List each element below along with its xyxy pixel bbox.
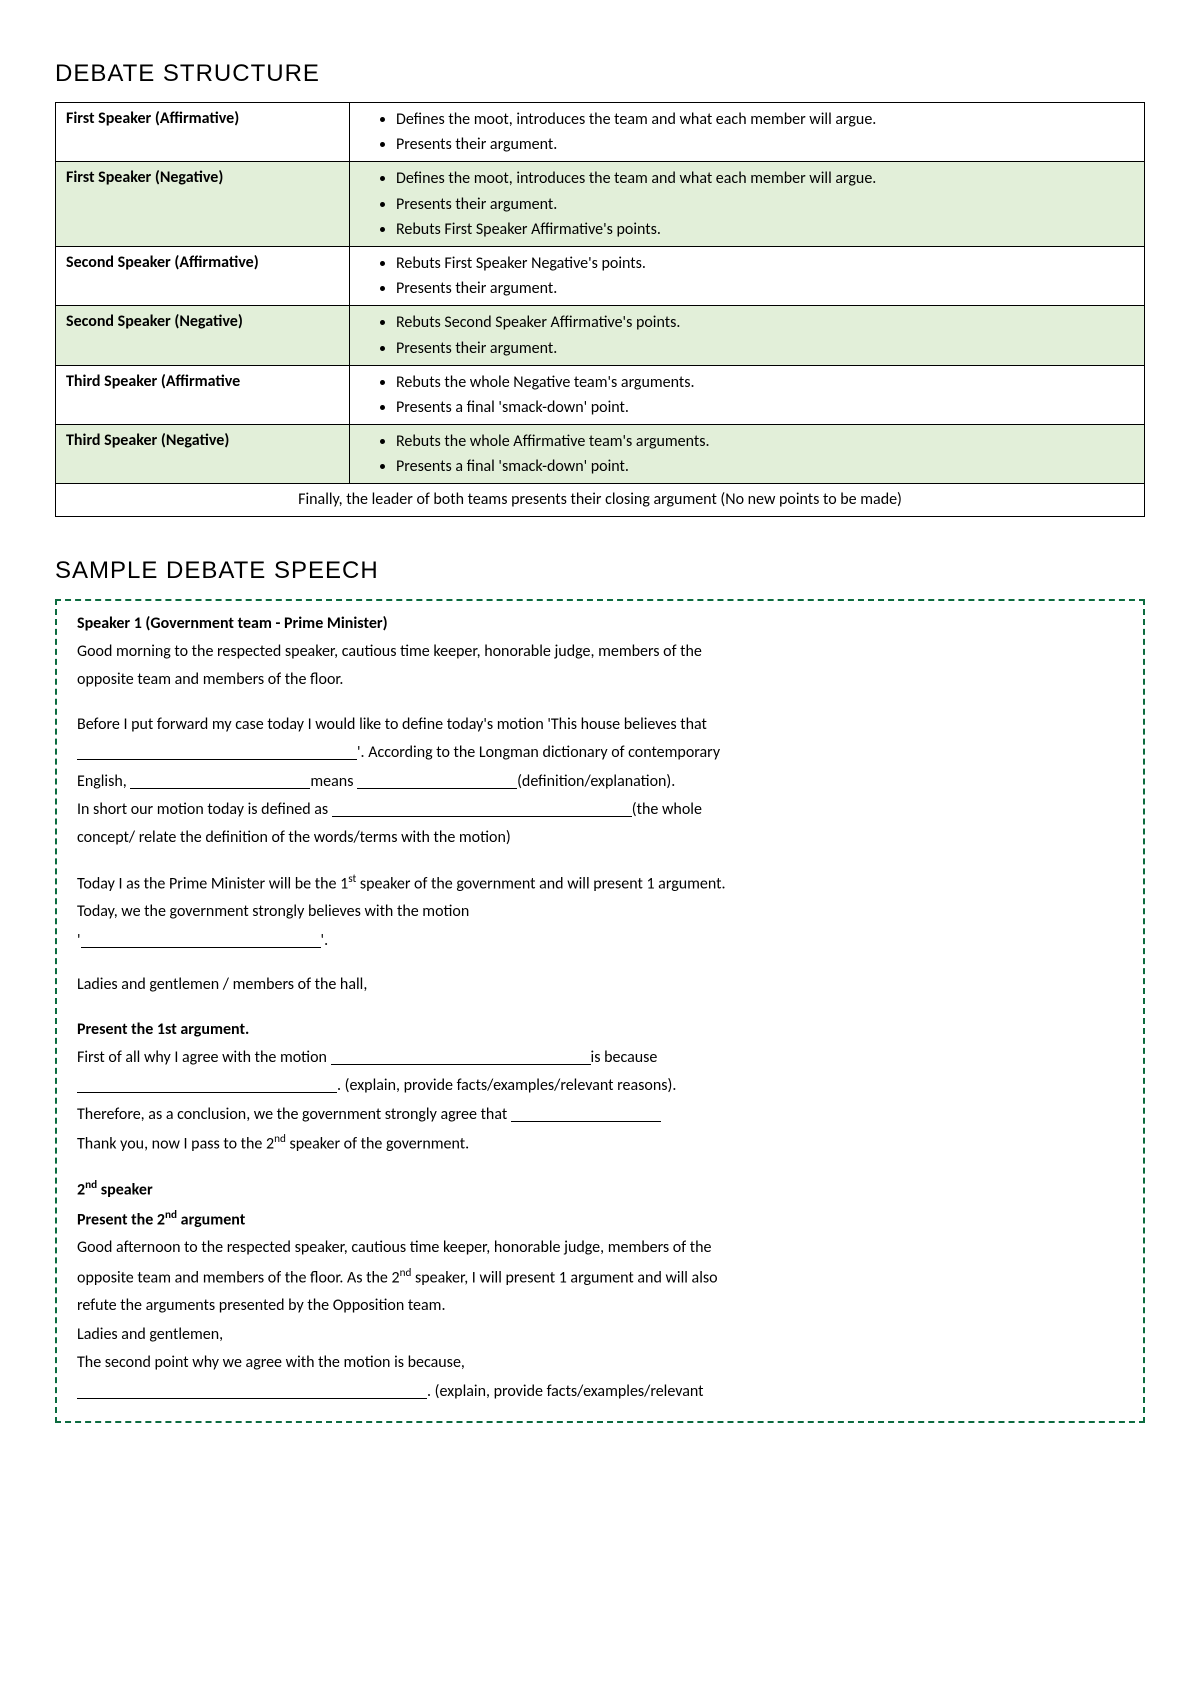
speech-line: Good morning to the respected speaker, c… <box>77 639 1123 665</box>
point-item: Rebuts Second Speaker Affirmative's poin… <box>396 310 1134 335</box>
blank <box>81 932 321 948</box>
points-cell: Rebuts the whole Negative team's argumen… <box>350 365 1145 424</box>
points-cell: Rebuts the whole Affirmative team's argu… <box>350 425 1145 484</box>
point-item: Presents a final 'smack-down' point. <box>396 395 1134 420</box>
point-item: Presents their argument. <box>396 192 1134 217</box>
speech-line: Therefore, as a conclusion, we the gover… <box>77 1102 1123 1128</box>
speaker2-title: 2nd speaker <box>77 1176 1123 1204</box>
heading-sample-speech: Sample Debate Speech <box>55 557 1145 585</box>
speech-line: opposite team and members of the floor. … <box>77 1264 1123 1292</box>
role-cell: First Speaker (Affirmative) <box>56 103 350 162</box>
point-item: Rebuts First Speaker Affirmative's point… <box>396 217 1134 242</box>
blank <box>130 773 310 789</box>
point-item: Presents their argument. <box>396 276 1134 301</box>
heading-debate-structure: Debate Structure <box>55 60 1145 88</box>
speech-line: Good afternoon to the respected speaker,… <box>77 1235 1123 1261</box>
blank <box>511 1106 661 1122</box>
speech-line: . (explain, provide facts/examples/relev… <box>77 1379 1123 1405</box>
speech-line: The second point why we agree with the m… <box>77 1350 1123 1376</box>
speech-line: First of all why I agree with the motion… <box>77 1045 1123 1071</box>
table-row-final: Finally, the leader of both teams presen… <box>56 484 1145 516</box>
role-cell: Second Speaker (Affirmative) <box>56 246 350 305</box>
speech-line: '. According to the Longman dictionary o… <box>77 740 1123 766</box>
speech-line: Today, we the government strongly believ… <box>77 899 1123 925</box>
final-cell: Finally, the leader of both teams presen… <box>56 484 1145 516</box>
speech-line: concept/ relate the definition of the wo… <box>77 825 1123 851</box>
role-cell: Third Speaker (Negative) <box>56 425 350 484</box>
table-row: First Speaker (Affirmative) Defines the m… <box>56 103 1145 162</box>
blank <box>77 744 357 760</box>
table-row: Second Speaker (Negative) Rebuts Second S… <box>56 306 1145 365</box>
table-row: Second Speaker (Affirmative)Rebuts First… <box>56 246 1145 305</box>
speech-line: Ladies and gentlemen, <box>77 1322 1123 1348</box>
present-1st-argument: Present the 1st argument. <box>77 1017 1123 1043</box>
sample-speech-box: Speaker 1 (Government team - Prime Minis… <box>55 599 1145 1423</box>
blank <box>77 1383 427 1399</box>
point-item: Presents their argument. <box>396 336 1134 361</box>
points-cell: Rebuts First Speaker Negative's points.P… <box>350 246 1145 305</box>
speech-line: opposite team and members of the floor. <box>77 667 1123 693</box>
speech-line: Thank you, now I pass to the 2nd speaker… <box>77 1130 1123 1158</box>
blank <box>357 773 517 789</box>
points-cell: Rebuts Second Speaker Affirmative's poin… <box>350 306 1145 365</box>
speech-line: In short our motion today is defined as … <box>77 797 1123 823</box>
point-item: Defines the moot, introduces the team an… <box>396 107 1134 132</box>
point-item: Rebuts the whole Negative team's argumen… <box>396 370 1134 395</box>
role-cell: First Speaker (Negative) <box>56 162 350 247</box>
blank <box>77 1077 337 1093</box>
structure-table: First Speaker (Affirmative) Defines the m… <box>55 102 1145 517</box>
table-row: Third Speaker (Negative) Rebuts the whole… <box>56 425 1145 484</box>
point-item: Rebuts First Speaker Negative's points. <box>396 251 1134 276</box>
point-item: Presents their argument. <box>396 132 1134 157</box>
points-cell: Defines the moot, introduces the team an… <box>350 162 1145 247</box>
table-row: Third Speaker (Affirmative Rebuts the who… <box>56 365 1145 424</box>
role-cell: Third Speaker (Affirmative <box>56 365 350 424</box>
speech-line: Today I as the Prime Minister will be th… <box>77 870 1123 898</box>
point-item: Defines the moot, introduces the team an… <box>396 166 1134 191</box>
speech-line: Ladies and gentlemen / members of the ha… <box>77 972 1123 998</box>
present-2nd-argument: Present the 2nd argument <box>77 1206 1123 1234</box>
role-cell: Second Speaker (Negative) <box>56 306 350 365</box>
points-cell: Defines the moot, introduces the team an… <box>350 103 1145 162</box>
blank <box>332 801 632 817</box>
speech-line: English, means (definition/explanation). <box>77 769 1123 795</box>
speaker1-title: Speaker 1 (Government team - Prime Minis… <box>77 611 1123 637</box>
speech-line: ''. <box>77 928 1123 954</box>
point-item: Presents a final 'smack-down' point. <box>396 454 1134 479</box>
blank <box>331 1049 591 1065</box>
speech-line: Before I put forward my case today I wou… <box>77 712 1123 738</box>
speech-line: refute the arguments presented by the Op… <box>77 1293 1123 1319</box>
point-item: Rebuts the whole Affirmative team's argu… <box>396 429 1134 454</box>
speech-line: . (explain, provide facts/examples/relev… <box>77 1073 1123 1099</box>
table-row: First Speaker (Negative) Defines the moot… <box>56 162 1145 247</box>
